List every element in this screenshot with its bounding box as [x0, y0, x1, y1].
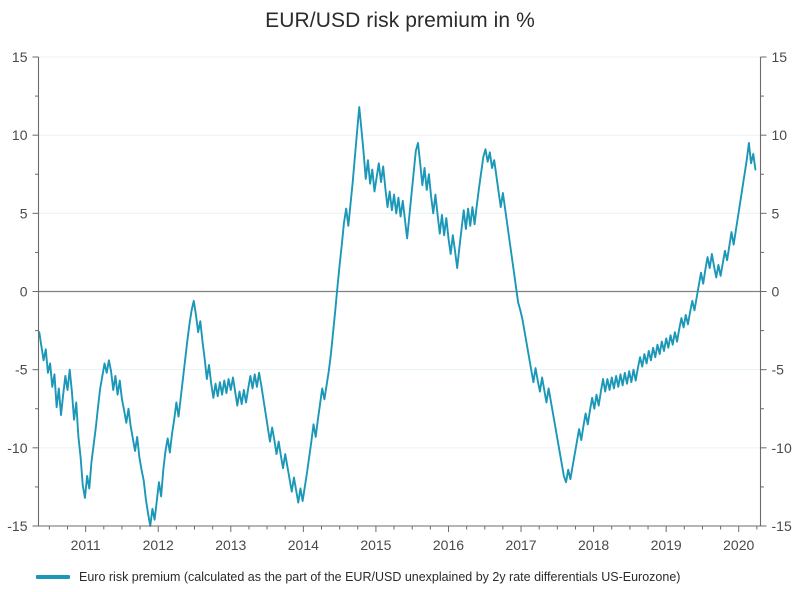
x-axis-label: 2019 — [651, 537, 682, 553]
y-axis-label-left: -10 — [7, 440, 27, 456]
y-axis-label-right: 0 — [772, 284, 780, 300]
axis-ticks — [32, 56, 767, 532]
x-axis-label: 2016 — [433, 537, 464, 553]
y-axis-label-right: 10 — [772, 127, 788, 143]
y-axis-label-left: 15 — [12, 49, 28, 65]
x-axis-label: 2018 — [578, 537, 609, 553]
y-axis-label-left: 0 — [20, 284, 28, 300]
y-axis-label-right: -10 — [772, 440, 792, 456]
y-axis-label-left: 10 — [12, 127, 28, 143]
y-axis-label-right: 5 — [772, 205, 780, 221]
y-axis-label-left: 5 — [20, 205, 28, 221]
x-axis-label: 2011 — [71, 537, 101, 553]
x-axis-label: 2020 — [723, 537, 754, 553]
y-axis-label-right: 15 — [772, 49, 788, 65]
x-axis-label: 2012 — [143, 537, 174, 553]
legend-swatch-euro-risk-premium — [36, 575, 70, 579]
y-axis-label-left: -5 — [15, 362, 28, 378]
chart-title: EUR/USD risk premium in % — [265, 9, 535, 32]
y-axis-labels-right: 15 10 5 0 -5 -10 -15 — [772, 49, 792, 534]
series-lines — [38, 106, 757, 527]
x-axis-label: 2014 — [288, 537, 319, 553]
y-axis-label-right: -15 — [772, 518, 792, 534]
x-axis-label: 2015 — [360, 537, 391, 553]
y-axis-labels-left: 15 10 5 0 -5 -10 -15 — [7, 49, 27, 534]
x-axis-labels: 2011 2012 2013 2014 2015 2016 2017 2018 2019 2020 — [71, 537, 755, 553]
y-axis-label-right: -5 — [772, 362, 785, 378]
series-line-0 — [38, 106, 757, 527]
x-axis-label: 2013 — [215, 537, 246, 553]
legend-label-euro-risk-premium: Euro risk premium (calculated as the par… — [79, 570, 681, 584]
x-axis-label: 2017 — [505, 537, 536, 553]
chart-legend: Euro risk premium (calculated as the par… — [0, 569, 800, 585]
y-axis-label-left: -15 — [7, 518, 27, 534]
